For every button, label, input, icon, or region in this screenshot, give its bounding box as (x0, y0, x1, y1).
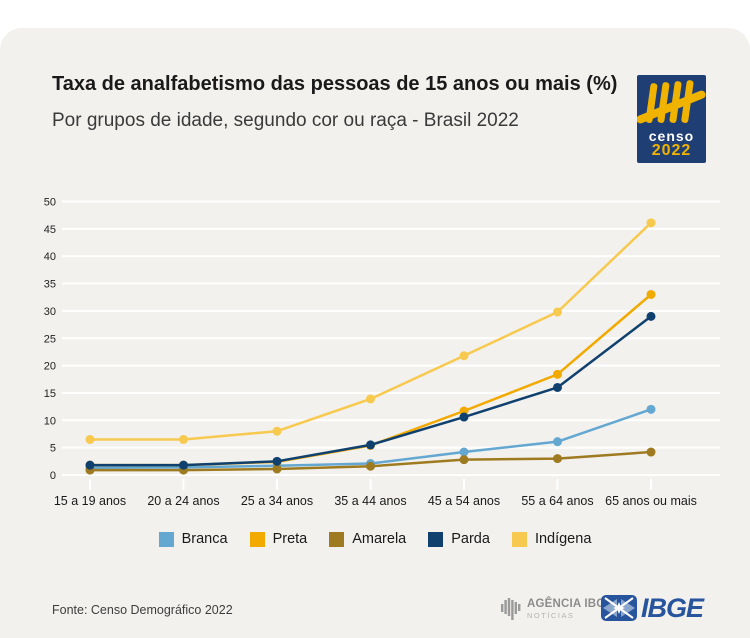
censo-2022-logo: censo 2022 (637, 75, 706, 163)
ibge-logo: IBGE (601, 592, 704, 623)
infographic-card: Taxa de analfabetismo das pessoas de 15 … (0, 28, 750, 638)
legend-label-preta: Preta (272, 531, 308, 547)
y-axis-tick-label: 35 (44, 279, 56, 291)
line-chart: 0 5 10 15 20 25 30 35 40 45 50 15 a 19 anos 20 a 24 … (44, 197, 720, 508)
y-axis-tick-label: 40 (44, 251, 56, 263)
data-point-indígena (85, 434, 95, 444)
legend-swatch-branca (158, 531, 174, 547)
y-axis-tick-label: 30 (44, 306, 56, 318)
data-point-parda (366, 440, 375, 450)
source-note: Fonte: Censo Demográfico 2022 (52, 603, 233, 617)
agencia-ibge-noticias-logo: AGÊNCIA IBGE NOTÍCIAS (500, 596, 613, 622)
agencia-ibge-label: AGÊNCIA IBGE (527, 597, 614, 610)
chart-legend: Branca Preta Amarela Parda Indígena (0, 531, 750, 547)
legend-item-amarela: Amarela (329, 531, 406, 547)
legend-label-amarela: Amarela (352, 531, 407, 547)
x-axis-category-label: 25 a 34 anos (241, 494, 313, 508)
data-point-amarela (459, 455, 469, 465)
data-point-amarela (272, 464, 282, 474)
ibge-icon (601, 595, 637, 621)
data-point-parda (459, 412, 469, 422)
x-axis-category-label: 20 a 24 anos (147, 494, 219, 508)
data-point-indígena (553, 307, 562, 317)
censo-logo-word: censo (648, 128, 695, 144)
legend-label-branca: Branca (181, 531, 228, 547)
legend-swatch-parda (428, 531, 444, 547)
y-axis-tick-label: 25 (44, 333, 56, 345)
ibge-label: IBGE (641, 592, 704, 623)
x-axis-category-label: 15 a 19 anos (54, 494, 126, 508)
data-point-indígena (366, 394, 375, 404)
data-point-branca (553, 437, 562, 447)
data-point-amarela (553, 454, 562, 464)
data-point-amarela (366, 461, 375, 471)
legend-item-preta: Preta (249, 531, 308, 547)
data-point-branca (459, 447, 469, 457)
x-axis-category-label: 65 anos ou mais (605, 494, 697, 508)
x-axis-category-label: 45 a 54 anos (428, 494, 500, 508)
y-axis-tick-label: 5 (50, 443, 56, 455)
legend-item-parda: Parda (428, 531, 490, 547)
data-point-parda (553, 382, 562, 392)
data-point-amarela (646, 447, 656, 457)
data-point-parda (272, 456, 282, 466)
data-point-indígena (459, 351, 469, 361)
y-axis-tick-label: 10 (44, 415, 56, 427)
data-point-parda (85, 460, 95, 470)
legend-label-parda: Parda (451, 531, 490, 547)
agencia-brazil-bars-icon (501, 598, 521, 620)
legend-swatch-amarela (329, 531, 345, 547)
y-axis-tick-label: 0 (50, 470, 56, 482)
y-axis-tick-label: 50 (44, 197, 56, 209)
data-point-preta (646, 289, 656, 299)
agencia-noticias-label: NOTÍCIAS (527, 611, 575, 620)
y-axis-tick-label: 20 (44, 361, 56, 373)
y-axis-tick-label: 45 (44, 224, 56, 236)
x-axis-category-label: 55 a 64 anos (521, 494, 593, 508)
y-axis-tick-label: 15 (44, 388, 56, 400)
data-point-preta (553, 369, 562, 379)
data-point-indígena (272, 426, 282, 436)
legend-item-indígena: Indígena (511, 531, 592, 547)
data-point-indígena (179, 434, 188, 444)
data-point-parda (179, 460, 188, 470)
legend-swatch-preta (249, 531, 265, 547)
chart-title: Taxa de analfabetismo das pessoas de 15 … (52, 73, 618, 95)
legend-swatch-indígena (511, 531, 527, 547)
legend-label-indígena: Indígena (534, 531, 592, 547)
chart-subtitle: Por grupos de idade, segundo cor ou raça… (52, 110, 519, 131)
data-point-parda (646, 311, 656, 321)
x-axis-category-label: 35 a 44 anos (334, 494, 406, 508)
data-point-branca (646, 404, 656, 414)
censo-logo-year: 2022 (651, 142, 692, 159)
censo-tally-icon (637, 80, 706, 124)
legend-item-branca: Branca (158, 531, 228, 547)
data-point-indígena (646, 218, 656, 228)
